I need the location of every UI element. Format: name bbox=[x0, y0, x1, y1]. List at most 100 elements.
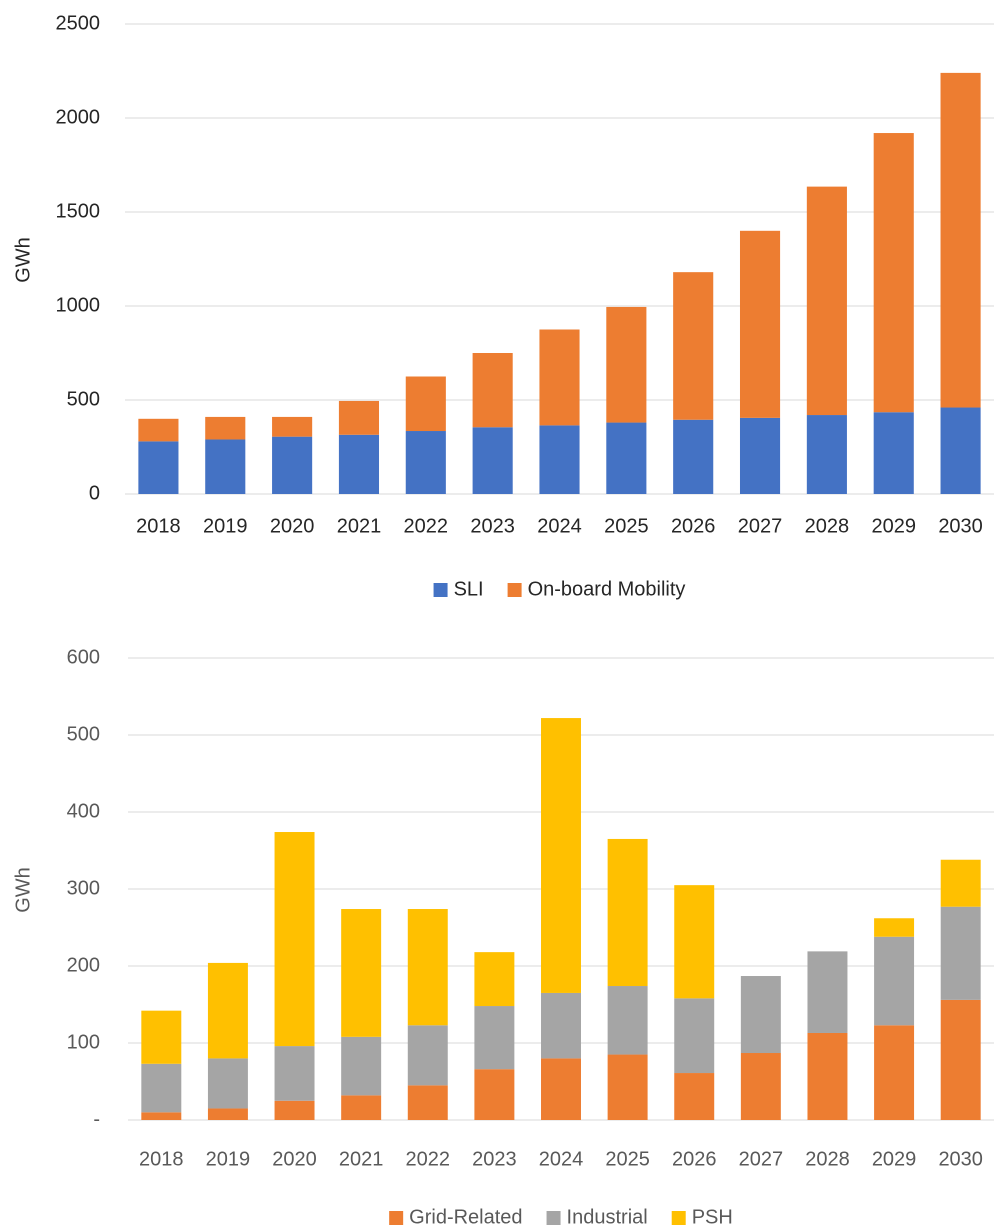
bar-segment bbox=[274, 1046, 315, 1101]
bar-segment bbox=[607, 986, 648, 1055]
bar-segment bbox=[806, 186, 847, 416]
legend-swatch bbox=[389, 1211, 404, 1225]
bar-segment bbox=[472, 353, 513, 428]
bar-segment bbox=[407, 1025, 448, 1086]
x-tick-label: 2021 bbox=[337, 515, 382, 537]
bar-segment bbox=[807, 951, 848, 1033]
bar-segment bbox=[873, 412, 914, 494]
x-tick-label: 2023 bbox=[470, 515, 515, 537]
y-tick-label: 500 bbox=[67, 723, 100, 745]
bar-segment bbox=[607, 1054, 648, 1120]
bar-segment bbox=[272, 436, 313, 494]
y-tick-label: 400 bbox=[67, 800, 100, 822]
bar-segment bbox=[940, 906, 981, 1000]
x-tick-label: 2019 bbox=[203, 515, 248, 537]
bar-segment bbox=[740, 1053, 781, 1120]
legend-label: Grid-Related bbox=[409, 1206, 522, 1228]
x-tick-label: 2027 bbox=[738, 515, 783, 537]
bar-segment bbox=[541, 992, 581, 1059]
bar-segment bbox=[274, 832, 315, 1047]
bar-segment bbox=[141, 1112, 182, 1120]
y-tick-label: 2500 bbox=[56, 12, 101, 34]
bar-segment bbox=[740, 976, 781, 1054]
legend-swatch bbox=[433, 583, 448, 597]
bar-segment bbox=[207, 1058, 248, 1109]
bar-segment bbox=[940, 407, 981, 494]
chart: 0 500 1000 1500 2000 2500 GWh 2018 2019 2020 2021 2… bbox=[12, 12, 994, 600]
x-tick-label: 2020 bbox=[270, 515, 315, 537]
legend-label: PSH bbox=[692, 1206, 733, 1228]
bar-segment bbox=[940, 859, 981, 907]
bar-segment bbox=[940, 72, 981, 408]
y-tick-label: 1500 bbox=[56, 200, 101, 222]
y-tick-label: 2000 bbox=[56, 106, 101, 128]
y-tick-label: - bbox=[93, 1108, 100, 1130]
bar-segment bbox=[539, 329, 580, 426]
chart: - 100 200 300 400 500 600 GWh 2018 2019 2020 2021 20… bbox=[12, 646, 994, 1228]
bar-segment bbox=[673, 419, 714, 494]
bar-segment bbox=[806, 415, 847, 494]
y-tick-label: 1000 bbox=[56, 294, 101, 316]
legend-swatch bbox=[507, 583, 522, 597]
x-tick-label: 2018 bbox=[139, 1148, 184, 1170]
x-tick-label: 2029 bbox=[872, 1148, 917, 1170]
bar-segment bbox=[407, 909, 448, 1026]
x-tick-label: 2022 bbox=[404, 515, 449, 537]
bar-segment bbox=[606, 306, 647, 423]
x-tick-label: 2028 bbox=[805, 1148, 850, 1170]
y-tick-label: 200 bbox=[67, 954, 100, 976]
x-tick-label: 2028 bbox=[805, 515, 850, 537]
bar-segment bbox=[539, 425, 580, 494]
bar-segment bbox=[141, 1063, 182, 1113]
y-tick-label: 600 bbox=[67, 646, 100, 668]
bar-segment bbox=[674, 998, 715, 1074]
bar-segment bbox=[205, 416, 246, 440]
bar-segment bbox=[940, 999, 981, 1120]
bar-segment bbox=[874, 936, 915, 1026]
bar-segment bbox=[541, 718, 581, 993]
bar-segment bbox=[474, 1006, 515, 1070]
bar-segment bbox=[407, 1085, 448, 1120]
bar-segment bbox=[739, 230, 781, 418]
bar-segment bbox=[607, 838, 648, 987]
bar-segment bbox=[138, 441, 179, 494]
x-tick-label: 2022 bbox=[406, 1148, 451, 1170]
x-tick-label: 2027 bbox=[739, 1148, 784, 1170]
bar-segment bbox=[205, 439, 246, 494]
x-tick-label: 2020 bbox=[272, 1148, 317, 1170]
bar-segment bbox=[405, 376, 446, 432]
bar-segment bbox=[874, 1025, 915, 1120]
bar-segment bbox=[873, 133, 914, 413]
bar-segment bbox=[474, 952, 515, 1007]
y-tick-label: 300 bbox=[67, 877, 100, 899]
x-tick-label: 2026 bbox=[672, 1148, 717, 1170]
bar-segment bbox=[341, 1036, 382, 1096]
axis-label: GWh bbox=[12, 867, 34, 913]
bar-segment bbox=[341, 909, 382, 1037]
bar-segment bbox=[541, 1058, 581, 1120]
y-tick-label: 0 bbox=[89, 482, 100, 504]
x-tick-label: 2021 bbox=[339, 1148, 384, 1170]
bar-segment bbox=[272, 416, 313, 437]
x-tick-label: 2023 bbox=[472, 1148, 517, 1170]
x-tick-label: 2024 bbox=[537, 515, 582, 537]
bar-segment bbox=[739, 417, 781, 494]
bar-segment bbox=[338, 400, 380, 435]
axis-label: GWh bbox=[12, 237, 34, 283]
legend-label: SLI bbox=[454, 578, 484, 600]
bar-segment bbox=[405, 431, 446, 494]
bar-segment bbox=[673, 272, 714, 420]
x-tick-label: 2025 bbox=[604, 515, 649, 537]
y-tick-label: 500 bbox=[67, 388, 100, 410]
bar-segment bbox=[141, 1010, 182, 1064]
legend-swatch bbox=[546, 1211, 561, 1225]
bar-segment bbox=[674, 1073, 715, 1120]
x-tick-label: 2029 bbox=[871, 515, 916, 537]
bar-segment bbox=[274, 1100, 315, 1120]
bar-segment bbox=[606, 422, 647, 494]
x-tick-label: 2030 bbox=[938, 1148, 983, 1170]
legend-swatch bbox=[671, 1211, 686, 1225]
legend-label: On-board Mobility bbox=[528, 578, 686, 600]
legend-label: Industrial bbox=[567, 1206, 648, 1228]
